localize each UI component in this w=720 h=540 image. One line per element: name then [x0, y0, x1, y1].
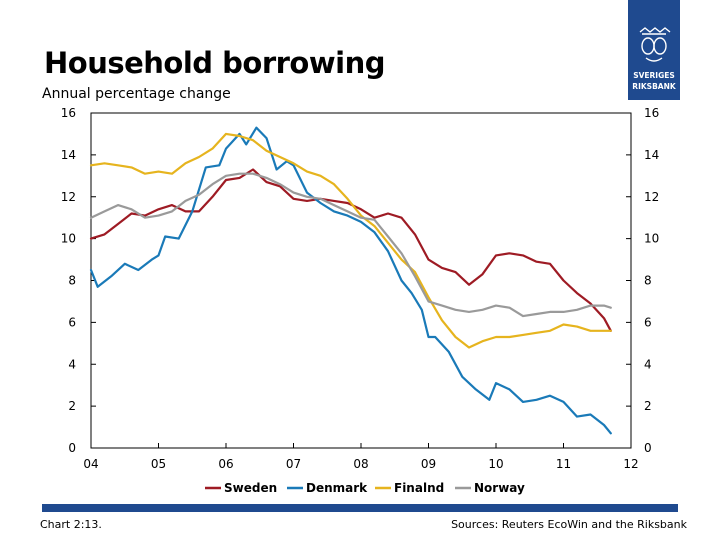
y-tick-label-left: 8 — [68, 274, 76, 288]
legend-label-sweden: Sweden — [224, 481, 277, 495]
sources-note: Sources: Reuters EcoWin and the Riksbank — [451, 518, 687, 531]
plot-frame — [90, 112, 632, 449]
y-tick-label-right: 2 — [644, 399, 652, 413]
y-tick-label-right: 12 — [644, 190, 659, 204]
y-axis-right: 0 2 4 6 8 10 12 14 16 — [626, 106, 659, 455]
x-tick-label: 09 — [421, 457, 436, 471]
legend-label-finalnd: Finalnd — [394, 481, 444, 495]
page-subtitle: Annual percentage change — [42, 86, 231, 102]
legend-label-norway: Norway — [474, 481, 525, 495]
y-tick-label-left: 10 — [61, 232, 76, 246]
x-tick-label: 06 — [218, 457, 233, 471]
x-tick-label: 11 — [556, 457, 571, 471]
chart-number: Chart 2:13. — [40, 518, 102, 531]
footer-bar — [42, 504, 678, 512]
y-tick-label-right: 0 — [644, 441, 652, 455]
series-line-norway — [89, 172, 612, 318]
y-tick-label-right: 6 — [644, 315, 652, 329]
x-axis: 04 05 06 07 08 09 10 11 12 — [83, 443, 639, 471]
legend: Sweden Denmark Finalnd Norway — [205, 481, 525, 495]
logo-text-riksbank: RIKSBANK — [632, 82, 677, 91]
series-line-denmark — [89, 126, 612, 435]
y-tick-label-left: 12 — [61, 190, 76, 204]
y-tick-label-left: 0 — [68, 441, 76, 455]
series-line-finalnd — [89, 132, 612, 349]
y-tick-label-right: 16 — [644, 106, 659, 120]
x-tick-label: 05 — [151, 457, 166, 471]
y-tick-label-left: 14 — [61, 148, 76, 162]
riksbank-logo: SVERIGES RIKSBANK — [628, 0, 680, 100]
x-tick-label: 07 — [286, 457, 301, 471]
y-tick-label-left: 4 — [68, 357, 76, 371]
y-axis-left: 0 2 4 6 8 10 12 14 16 — [61, 106, 96, 455]
x-tick-label: 08 — [353, 457, 368, 471]
series-line-sweden — [89, 168, 612, 332]
series-lines — [89, 126, 612, 435]
x-tick-label: 12 — [623, 457, 638, 471]
y-tick-label-right: 14 — [644, 148, 659, 162]
y-tick-label-left: 6 — [68, 315, 76, 329]
y-tick-label-right: 8 — [644, 274, 652, 288]
page-title: Household borrowing — [44, 46, 385, 80]
logo-text-sveriges: SVERIGES — [633, 71, 675, 80]
y-tick-label-right: 10 — [644, 232, 659, 246]
y-tick-label-left: 2 — [68, 399, 76, 413]
legend-label-denmark: Denmark — [306, 481, 368, 495]
y-tick-label-left: 16 — [61, 106, 76, 120]
x-tick-label: 10 — [488, 457, 503, 471]
riksbank-crest-icon: SVERIGES RIKSBANK — [632, 27, 677, 91]
x-tick-label: 04 — [83, 457, 98, 471]
y-tick-label-right: 4 — [644, 357, 652, 371]
